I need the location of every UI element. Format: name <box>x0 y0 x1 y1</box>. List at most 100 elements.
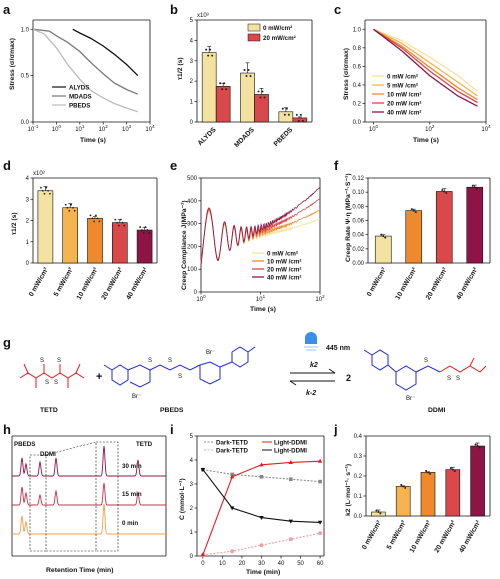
point-i-1-3 <box>288 537 293 542</box>
panel-d-category-2: 10 mW/cm² <box>76 266 100 301</box>
legend-i-2: Light-DDMI <box>274 439 307 446</box>
tetd-window-box <box>95 441 119 552</box>
legend-swatch-b-1 <box>247 33 261 42</box>
panel-c: c Stress (σ/σmax) Time (s) 1.0 0.8 0.6 0.4 0… <box>334 2 491 144</box>
bar-d-2 <box>87 218 103 264</box>
panel-label-g: g <box>3 335 11 350</box>
ddmi-s1: S <box>424 358 428 364</box>
ddmi-window-box <box>29 454 47 552</box>
series-line-e-3 <box>200 186 321 266</box>
panel-i-xtick-1: 10 <box>219 561 226 567</box>
panel-j-category-4: 40 mW/cm² <box>458 519 482 554</box>
panel-f-ytick-3: 0.06 <box>352 219 364 225</box>
bar-j-2 <box>420 472 436 517</box>
panel-f-yticks: 0.12 0.10 0.08 0.06 0.04 0.02 0.00 <box>352 176 368 267</box>
panel-c-xlabel: Time (s) <box>413 137 439 144</box>
point-i-2-1 <box>229 474 235 479</box>
panel-h: h Retention Time (min) PBEDS DDMI TETD 3… <box>3 422 167 574</box>
bar-j-3 <box>445 469 461 517</box>
k2-label: k2 <box>310 362 318 369</box>
series-line-c-2 <box>373 28 478 101</box>
panel-i-xtick-0: 0 <box>201 561 205 567</box>
tetd-s3: S <box>45 380 49 386</box>
point-i-3-1 <box>229 506 235 511</box>
trace-label-0: 0 min <box>122 520 138 527</box>
panel-label-c: c <box>334 2 341 17</box>
panel-f-ylabel: Creep Rate Ψ·η (MPa⁻¹·S⁻¹) <box>345 173 352 262</box>
panel-c-ytick-4: 0.2 <box>353 101 362 107</box>
panel-c-ytick-0: 1.0 <box>353 27 362 33</box>
bar-alyds-0 <box>201 52 217 123</box>
point-i-1-1 <box>230 549 235 554</box>
panel-i-yticks: 5 4 3 2 1 0 <box>190 434 197 560</box>
panel-e-ytick-1: 400 <box>187 199 198 205</box>
series-line-i-0 <box>202 469 321 483</box>
bar-d-1 <box>62 207 79 264</box>
panel-a-xtick-4: 103 <box>122 124 132 133</box>
ddmi-structure <box>363 349 487 391</box>
panel-a-legend: ALYDS MDADS PBEDS <box>52 85 92 110</box>
panel-e-ytick-0: 500 <box>187 176 198 182</box>
point-i-1-4 <box>318 531 323 536</box>
panel-j-ytick-3: 0.1 <box>354 494 363 500</box>
ddmi-br: Br⁻ <box>406 396 415 402</box>
bar-j-4 <box>470 445 485 517</box>
series-line-c-4 <box>373 28 478 107</box>
panel-j-ylabel: k2 (L·mol⁻¹· s⁻¹) <box>345 464 352 516</box>
panel-a-xtick-0: 10-1 <box>28 124 39 133</box>
panel-e-xtick-2: 102 <box>315 294 325 303</box>
bar-pbeds-1 <box>292 117 308 123</box>
bar-alyds-1 <box>215 86 231 123</box>
bar-pbeds-0 <box>278 111 294 123</box>
panel-j-category-2: 10 mW/cm² <box>409 519 433 554</box>
panel-label-f: f <box>334 158 339 173</box>
panel-f-ytick-0: 0.12 <box>352 176 364 182</box>
panel-f-ytick-5: 0.02 <box>352 247 364 253</box>
panel-d-ytick-3: 1 <box>26 240 30 246</box>
plus-sign: + <box>96 371 102 383</box>
panel-i-xtick-5: 50 <box>297 561 304 567</box>
panel-i-xticks: 0 10 20 30 40 50 60 <box>201 556 324 567</box>
panel-d-category-0: 0 mW/cm² <box>28 266 50 298</box>
panel-label-e: e <box>170 158 177 173</box>
panel-c-yticks: 1.0 0.8 0.6 0.4 0.2 0.0 <box>353 27 365 126</box>
panel-label-i: i <box>170 422 174 437</box>
panel-b-ylabel: τ1/2 (s) <box>177 57 184 80</box>
point-i-0-2 <box>259 475 264 479</box>
point-i-3-2 <box>259 516 264 520</box>
legend-e-2: 20 mW /cm² <box>267 267 301 274</box>
wavelength-label: 445 nm <box>326 345 350 352</box>
point-i-0-4 <box>318 479 322 484</box>
panel-e-ytick-5: 0 <box>194 290 198 296</box>
panel-j-ytick-4: 0.0 <box>354 514 363 520</box>
panel-b-bars: ALYDS MDADS PBEDS <box>197 46 308 149</box>
panel-i-ytick-4: 1 <box>190 530 194 536</box>
panel-i-ytick-0: 5 <box>190 434 194 440</box>
panel-label-d: d <box>3 158 11 173</box>
panel-a-xtick-1: 100 <box>52 124 62 133</box>
panel-d-yexp: x10³ <box>33 171 45 177</box>
panel-b-ytick-3: 2 <box>190 79 194 85</box>
panel-j-category-1: 5 mW/cm² <box>386 519 408 551</box>
panel-a-ylabel: Stress (σ/σmax) <box>9 38 16 90</box>
panel-i-ylabel: C (mmol·L⁻¹) <box>179 478 186 520</box>
pbeds-br1: Br⁻ <box>132 394 141 400</box>
panel-f-bars: 0 mW/cm² 10 mW/cm² 20 mW/cm² 40 mW/cm² <box>366 184 484 301</box>
panel-c-ylabel: Stress (σ/σmax) <box>343 48 350 100</box>
legend-i-0: Dark-TETD <box>216 439 249 446</box>
panel-j-category-3: 20 mW/cm² <box>434 519 458 554</box>
panel-a-yticks: 1.0 0.5 0.0 <box>21 27 33 126</box>
panel-c-xtick-2: 104 <box>481 124 491 133</box>
point-i-1-2 <box>259 543 264 548</box>
panel-f-category-0: 0 mW/cm² <box>366 266 388 298</box>
panel-j-ytick-0: 0.4 <box>354 434 363 440</box>
panel-a-ytick-0: 1.0 <box>21 27 30 33</box>
tetd-label: TETD <box>40 407 58 414</box>
panel-a-xticks: 10-1 100 101 102 103 104 <box>28 122 155 133</box>
panel-j-ytick-2: 0.2 <box>354 474 363 480</box>
bar-f-2 <box>435 191 453 264</box>
pbeds-label: PBEDS <box>160 407 184 414</box>
panel-a-xtick-2: 101 <box>75 124 85 133</box>
